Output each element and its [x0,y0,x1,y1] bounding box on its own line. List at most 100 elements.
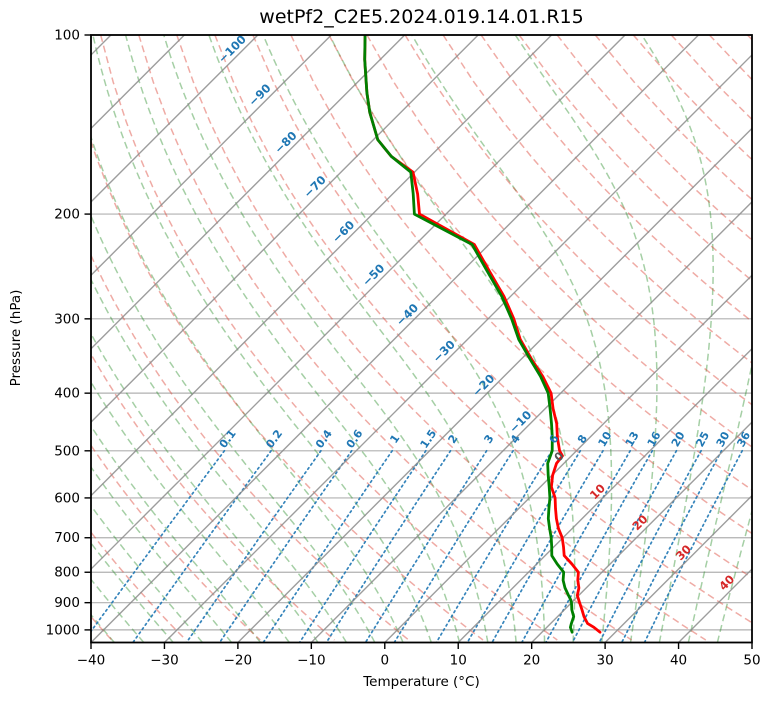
moist-adiabat [641,35,714,643]
mixing-ratio-label: 1.5 [418,427,440,450]
moist-adiabats [91,35,752,643]
isotherm-label: −20 [469,371,497,399]
mixing-ratio-line [185,449,322,643]
mixing-ratio-labels: 0.1 0.2 0.4 0.6 1 1.5 2 3 4 6 8 10 13 16 20 25 30 36 [217,427,754,451]
mixing-ratio-label: 16 [645,429,664,449]
mixing-ratio-line [91,449,226,633]
moist-adiabat [91,424,262,643]
y-tick-label: 600 [54,490,80,506]
mixing-ratio-line [545,449,654,643]
isotherm-label: −60 [329,218,357,246]
x-tick-label: −10 [297,653,326,669]
x-tick-label: 0 [380,653,389,669]
isotherm-label: −90 [246,81,274,109]
dry-adiabat [442,35,752,364]
moist-adiabat [91,465,233,643]
isotherm-label: −30 [430,337,458,365]
dry-adiabat [91,139,484,641]
moist-adiabat [91,214,376,643]
isotherm [91,35,626,571]
y-tick-label: 100 [54,28,80,44]
mixing-ratio-lines [91,449,744,643]
y-axis-title: Pressure (hPa) [8,289,24,387]
mixing-ratio-label: 13 [623,429,642,449]
isotherm-label: −50 [359,261,387,289]
isotherm [91,35,479,424]
dry-adiabat [91,253,410,641]
mixing-ratio-label: 8 [575,433,590,446]
y-tick-label: 300 [54,311,80,327]
dry-adiabat [290,35,752,535]
mixing-ratio-line [435,449,553,643]
isotherm [604,494,752,643]
mixing-ratio-line [325,449,452,643]
isotherm-label: −10 [506,408,534,436]
mixing-ratio-line [643,449,744,643]
moist-adiabat [716,508,752,643]
y-tick-label: 500 [54,443,80,459]
moist-adiabat [91,578,145,643]
moist-adiabat [91,504,204,643]
dry-adiabat [91,352,335,641]
mixing-ratio-label: 3 [482,432,497,445]
y-tick-label: 800 [54,565,80,581]
mixing-ratio-line [218,449,353,643]
mixing-ratio-line [364,449,488,643]
mixing-ratio-line [298,449,427,643]
moist-adiabat [514,35,658,643]
mixing-ratio-label: 10 [596,429,615,449]
y-tick-label: 900 [54,595,80,611]
plot-border [90,34,753,644]
temperature-curve [363,35,602,634]
moist-adiabat [687,361,752,643]
isotherm [531,421,752,643]
mixing-ratio-line [466,449,582,643]
mixing-ratio-line [571,449,678,643]
x-tick-label: 50 [743,653,760,669]
moist-adiabat [411,35,613,643]
x-axis-title: Temperature (°C) [363,674,480,690]
moist-adiabat [91,332,319,643]
y-tick-label: 200 [54,207,80,223]
pressure-gridlines [91,34,752,631]
isotherm [91,35,332,277]
x-tick-label: 20 [523,653,540,669]
isotherm [237,127,752,643]
dry-adiabat [328,35,752,491]
dry-adiabat [99,35,558,641]
moist-adiabat [262,35,546,643]
isotherm-label: −40 [393,301,421,329]
isotherm [751,641,752,643]
moist-adiabat [124,35,461,643]
mixing-ratio-label: 25 [693,429,712,449]
dry-adiabat [91,444,261,641]
dry-adiabat [176,35,707,641]
dry-adiabat [518,35,752,282]
dry-adiabat [138,35,633,641]
isotherm [163,53,752,643]
dry-adiabat [632,35,752,161]
y-tick-label: 700 [54,530,80,546]
y-tick-label: 400 [54,386,80,402]
isotherm [384,274,752,643]
dry-adiabat [214,35,752,624]
isotherm-label: 30 [673,542,694,563]
mixing-ratio-label: 30 [714,429,733,449]
dry-adiabat [252,35,752,579]
x-tick-label: 30 [597,653,614,669]
isotherm [91,35,699,643]
y-tick-label: 1000 [46,622,80,638]
isotherm-label: −80 [272,128,300,156]
x-tick-label: 40 [670,653,687,669]
moist-adiabat [163,35,489,643]
x-tick-label: 10 [450,653,467,669]
x-tick-label: −30 [150,653,179,669]
moist-adiabat [91,380,290,643]
isotherm [310,200,752,643]
mixing-ratio-label: 0.1 [217,427,239,450]
mixing-ratio-label: 36 [734,429,753,449]
mixing-ratio-line [620,449,723,643]
isotherm-label: −70 [301,173,329,201]
